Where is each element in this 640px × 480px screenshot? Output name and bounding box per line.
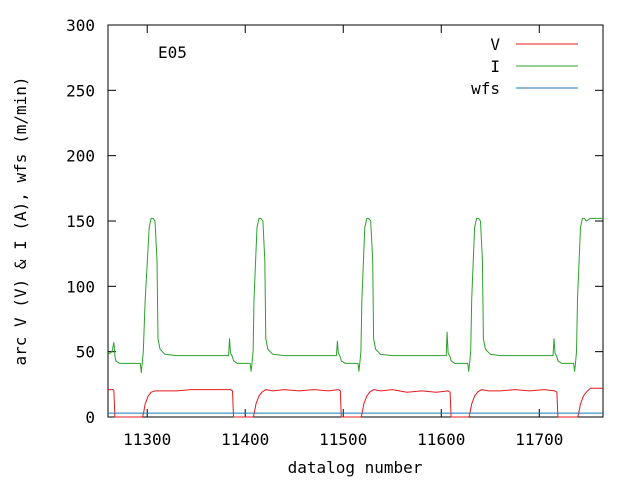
series-line-I (107, 217, 603, 374)
annotation-label: E05 (158, 43, 187, 62)
x-tick-label-2: 11500 (319, 430, 367, 449)
x-tick-label-1: 11400 (221, 430, 269, 449)
series-line-V (108, 387, 603, 418)
series-layer (107, 217, 603, 418)
y-axis-label: arc V (V) & I (A), wfs (m/min) (11, 77, 30, 366)
plot-frame (107, 24, 604, 418)
legend-label-wfs: wfs (471, 79, 500, 98)
axis-ticks: 0 50 100 150 200 250 300 11300 11400 11500 11600 11… (66, 16, 603, 449)
y-tick-label-2: 100 (66, 277, 95, 296)
legend-label-V: V (490, 35, 500, 54)
y-tick-label-5: 250 (66, 81, 95, 100)
x-tick-label-3: 11600 (417, 430, 465, 449)
y-tick-label-0: 0 (85, 408, 95, 427)
y-tick-label-6: 300 (66, 16, 95, 35)
y-tick-label-3: 150 (66, 212, 95, 231)
x-tick-label-4: 11700 (515, 430, 563, 449)
y-tick-label-4: 200 (66, 147, 95, 166)
x-axis-label: datalog number (288, 458, 423, 477)
legend-label-I: I (490, 57, 500, 76)
x-tick-label-0: 11300 (123, 430, 171, 449)
y-tick-label-1: 50 (76, 343, 95, 362)
